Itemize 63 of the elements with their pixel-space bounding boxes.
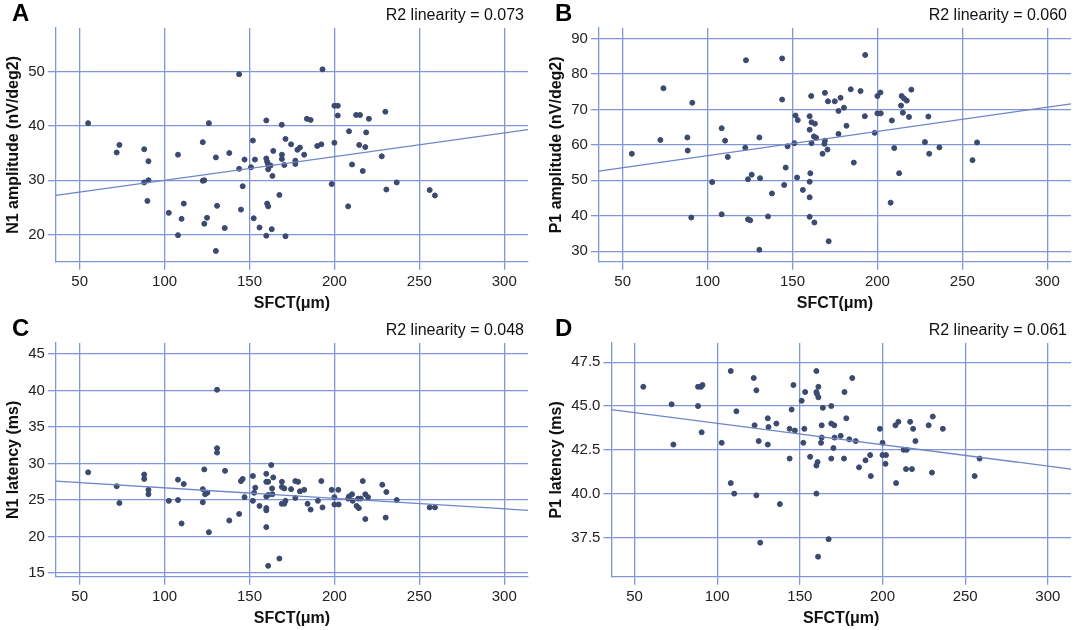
- y-tick-label: 70: [571, 99, 588, 117]
- x-tick-label: 150: [236, 586, 262, 604]
- y-tick-label: 40.0: [571, 483, 601, 501]
- text: R2 linearity = 0.073: [385, 6, 525, 24]
- text: R2 linearity = 0.061: [928, 321, 1068, 339]
- y-tick-label: 25: [28, 490, 45, 508]
- x-tick-label: 200: [870, 586, 896, 604]
- chart-title: B: [555, 0, 573, 26]
- y-tick-label: 60: [571, 135, 588, 153]
- y-tick-label: 45.0: [571, 396, 601, 414]
- y-tick-label: 50: [571, 170, 588, 188]
- x-axis-title: SFCT(μm): [802, 608, 880, 626]
- x-tick-label: 150: [236, 271, 262, 289]
- text: R2 linearity = 0.060: [928, 6, 1068, 24]
- x-tick-label: 300: [491, 271, 517, 289]
- y-tick-label: 90: [571, 28, 588, 46]
- x-tick-label: 50: [614, 271, 631, 289]
- x-tick-label: 100: [704, 586, 730, 604]
- y-tick-label: 30: [28, 170, 45, 188]
- y-tick-label: 80: [571, 64, 588, 82]
- x-tick-label: 150: [787, 586, 813, 604]
- y-tick-label: 40: [28, 380, 45, 398]
- x-tick-label: 250: [952, 586, 978, 604]
- chart-title: C: [12, 313, 30, 341]
- y-tick-label: 50: [28, 61, 45, 79]
- x-axis-title: SFCT(μm): [796, 293, 874, 311]
- text: R2 linearity = 0.048: [385, 321, 525, 339]
- x-tick-label: 150: [779, 271, 805, 289]
- x-tick-label: 200: [321, 586, 347, 604]
- y-tick-label: 20: [28, 526, 45, 544]
- y-tick-label: 30: [28, 453, 45, 471]
- x-tick-label: 300: [491, 586, 517, 604]
- x-tick-label: 100: [152, 271, 178, 289]
- x-tick-label: 250: [949, 271, 975, 289]
- y-tick-label: 20: [28, 224, 45, 242]
- x-tick-label: 250: [406, 271, 432, 289]
- y-tick-label: 47.5: [571, 352, 601, 370]
- x-tick-label: 200: [864, 271, 890, 289]
- y-axis-title: P1 latency (ms): [547, 401, 565, 519]
- x-tick-label: 50: [626, 586, 643, 604]
- y-tick-label: 30: [571, 241, 588, 259]
- y-axis-title: N1 amplitude (nV/deg2): [4, 56, 22, 234]
- x-tick-label: 250: [406, 586, 432, 604]
- chart-title: D: [555, 313, 573, 341]
- y-tick-label: 45: [28, 344, 45, 362]
- y-axis-title: P1 amplitude (nV/deg2): [547, 56, 565, 234]
- y-tick-label: 37.5: [571, 527, 601, 545]
- y-tick-label: 15: [28, 563, 45, 581]
- x-axis-title: SFCT(μm): [253, 293, 331, 311]
- x-tick-label: 200: [321, 271, 347, 289]
- y-tick-label: 40: [28, 116, 45, 134]
- y-tick-label: 40: [571, 205, 588, 223]
- x-tick-label: 100: [152, 586, 178, 604]
- y-tick-label: 35: [28, 417, 45, 435]
- y-tick-label: 42.5: [571, 439, 601, 457]
- x-tick-label: 50: [71, 586, 88, 604]
- x-tick-label: 300: [1035, 586, 1061, 604]
- x-tick-label: 300: [1034, 271, 1060, 289]
- y-axis-title: N1 latency (ms): [4, 400, 22, 520]
- x-tick-label: 50: [71, 271, 88, 289]
- chart-title: A: [12, 0, 30, 26]
- x-axis-title: SFCT(μm): [253, 608, 331, 626]
- x-tick-label: 100: [695, 271, 721, 289]
